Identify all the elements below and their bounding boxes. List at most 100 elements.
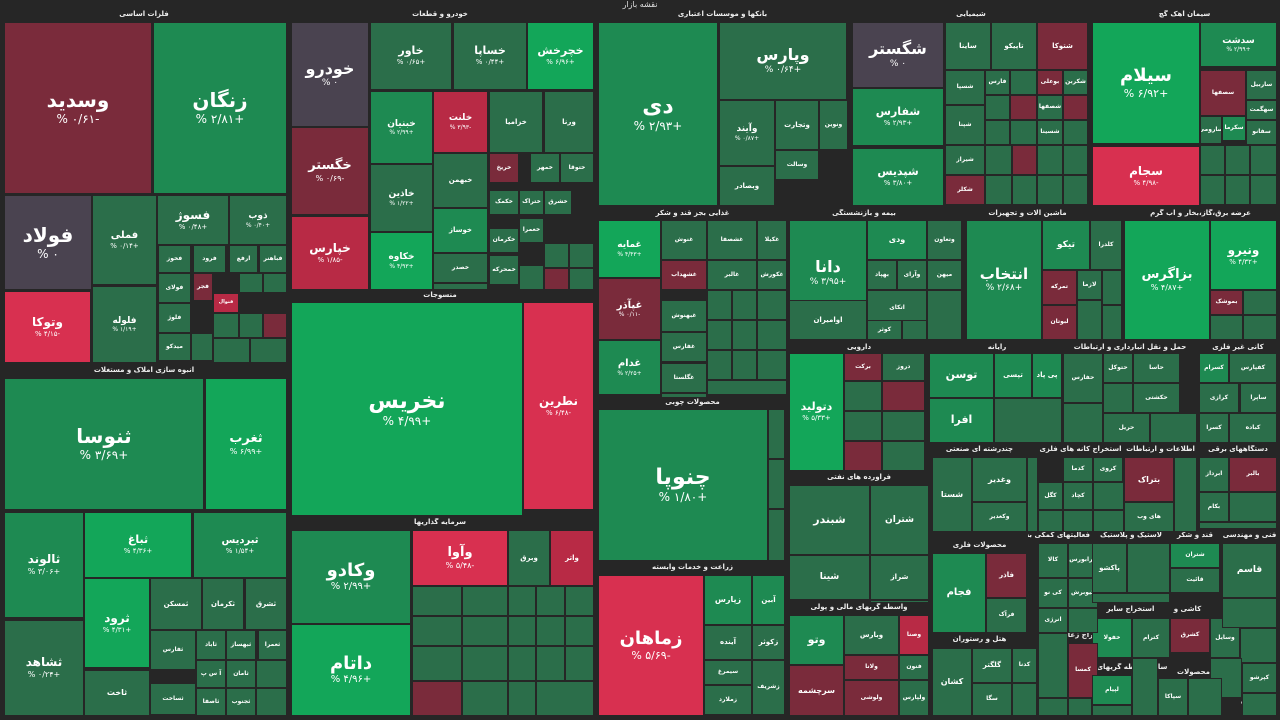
stock-tile[interactable]: کدما (1063, 457, 1093, 482)
stock-tile-small[interactable] (508, 586, 536, 616)
stock-tile[interactable]: واتر (550, 530, 594, 586)
stock-tile[interactable]: وبرق (508, 530, 550, 586)
stock-tile-small[interactable] (902, 320, 927, 340)
stock-tile-small[interactable] (707, 380, 787, 395)
stock-tile-small[interactable] (544, 243, 569, 268)
stock-tile[interactable]: ثاباد (196, 630, 226, 660)
stock-tile[interactable]: سپاکا (1158, 678, 1188, 716)
stock-tile[interactable]: وتعاون (927, 220, 962, 260)
stock-tile[interactable]: وتوکا -۴/۱۵ % (4, 291, 91, 363)
stock-tile[interactable]: غنوش (661, 220, 707, 260)
stock-tile-small[interactable] (569, 268, 594, 290)
stock-tile[interactable]: شتران (1170, 543, 1220, 568)
stock-tile[interactable]: غدام +۲/۲۵ % (598, 340, 661, 395)
stock-tile-small[interactable] (707, 320, 732, 350)
stock-tile-small[interactable] (508, 616, 536, 646)
stock-tile-small[interactable] (1242, 693, 1277, 716)
stock-tile[interactable]: خاور +۰/۶۵ % (370, 22, 452, 90)
stock-tile[interactable]: حاسا (1133, 353, 1180, 383)
stock-tile[interactable]: بالبر (1229, 457, 1277, 492)
stock-tile[interactable]: میدکو (158, 333, 191, 361)
stock-tile[interactable]: وآوا -۵/۴۸ % (412, 530, 508, 586)
stock-tile-small[interactable] (768, 459, 785, 509)
stock-tile-small[interactable] (239, 273, 263, 293)
stock-tile[interactable]: غبهنوش (661, 300, 707, 332)
stock-tile[interactable]: سگا (972, 683, 1012, 716)
stock-tile[interactable]: شپدیس +۳/۸۰ % (852, 148, 944, 206)
stock-tile-small[interactable] (844, 411, 882, 441)
stock-tile-small[interactable] (882, 441, 925, 471)
stock-tile[interactable]: کروی (1093, 457, 1123, 482)
stock-tile[interactable]: ساربیل (1246, 70, 1277, 100)
stock-tile-small[interactable] (882, 381, 925, 411)
stock-tile[interactable]: افرا (929, 398, 994, 443)
stock-tile[interactable]: شگستر ۰ % (852, 22, 944, 88)
stock-tile[interactable]: وکغدیر (972, 502, 1027, 532)
stock-tile[interactable]: شراز (870, 555, 929, 600)
stock-tile[interactable]: ودی (867, 220, 927, 260)
stock-tile[interactable]: تپسی (994, 353, 1032, 398)
stock-tile[interactable]: شینا (789, 555, 870, 600)
stock-tile[interactable]: کچاد (1063, 482, 1093, 510)
stock-tile-small[interactable] (994, 398, 1062, 443)
stock-tile-small[interactable] (1092, 705, 1132, 716)
stock-tile-small[interactable] (757, 290, 787, 320)
stock-tile[interactable]: ثکرمان (202, 578, 244, 630)
stock-tile[interactable]: کباده (1229, 413, 1277, 443)
stock-tile-small[interactable] (1063, 145, 1088, 175)
stock-tile[interactable]: غالبر (707, 260, 757, 290)
stock-tile-small[interactable] (1243, 290, 1277, 315)
stock-tile[interactable]: خودرو ۰ % (291, 22, 369, 127)
stock-tile-small[interactable] (213, 338, 250, 363)
stock-tile-small[interactable] (1199, 522, 1277, 529)
stock-tile[interactable]: کگل (1038, 482, 1063, 510)
stock-tile-small[interactable] (1038, 510, 1063, 532)
stock-tile[interactable]: غشصفا (707, 220, 757, 260)
stock-tile-small[interactable] (1038, 698, 1068, 716)
stock-tile[interactable]: خوساز (433, 208, 488, 253)
stock-tile[interactable]: فملی +۰/۱۴ % (92, 195, 157, 285)
stock-tile[interactable]: ارفع (229, 245, 258, 273)
stock-tile[interactable]: وآرای (897, 260, 927, 290)
stock-tile[interactable]: ثعمرا (258, 630, 287, 660)
stock-tile[interactable]: شیراز (945, 145, 985, 175)
stock-tile[interactable]: سهگمت (1246, 100, 1277, 120)
stock-tile[interactable]: غکورش (757, 260, 787, 290)
stock-tile[interactable]: کدنا (1012, 648, 1037, 683)
stock-tile[interactable]: شکربن (1063, 70, 1088, 95)
stock-tile[interactable]: سجام -۴/۹۸ % (1092, 146, 1200, 206)
stock-tile[interactable]: کشان (932, 648, 972, 716)
stock-tile-small[interactable] (1222, 598, 1277, 628)
stock-tile[interactable]: پی پاد (1032, 353, 1062, 398)
stock-tile[interactable]: شسینا (1037, 120, 1063, 145)
stock-tile-small[interactable] (1250, 145, 1277, 175)
stock-tile-small[interactable] (1102, 305, 1122, 340)
stock-tile-small[interactable] (757, 350, 787, 380)
stock-tile[interactable]: ثاخت (84, 670, 150, 716)
stock-tile[interactable]: خبنیان +۲/۹۹ % (370, 91, 433, 164)
stock-tile[interactable]: گلگتر (972, 648, 1012, 683)
stock-tile-small[interactable] (1132, 658, 1158, 716)
stock-tile[interactable]: فنون (899, 655, 929, 680)
stock-tile-small[interactable] (985, 175, 1012, 205)
stock-tile[interactable]: حتوکل (1103, 353, 1133, 383)
stock-tile[interactable]: وصنا (899, 615, 929, 655)
stock-tile[interactable]: شبندر (789, 485, 870, 555)
stock-tile[interactable]: شفارس +۲/۹۳ % (852, 88, 944, 146)
stock-tile-small[interactable] (732, 320, 757, 350)
stock-tile[interactable]: بزاگرس +۴/۸۷ % (1124, 220, 1210, 340)
stock-tile-small[interactable] (1077, 300, 1102, 340)
stock-tile[interactable]: شتوکا (1037, 22, 1088, 70)
stock-tile-small[interactable] (927, 290, 962, 340)
stock-tile[interactable]: میهن (927, 260, 962, 290)
stock-tile[interactable]: تمرکه (1042, 270, 1077, 305)
stock-tile-small[interactable] (433, 283, 488, 290)
stock-tile-small[interactable] (1012, 175, 1037, 205)
stock-tile[interactable]: فسوژ +۰/۴۸ % (157, 195, 229, 245)
stock-tile-small[interactable] (565, 646, 594, 681)
stock-tile[interactable]: شستا (932, 457, 972, 532)
stock-tile-small[interactable] (1127, 543, 1170, 593)
stock-tile[interactable]: وسدید -۰/۶۱ % (4, 22, 152, 194)
stock-tile-small[interactable] (412, 681, 462, 716)
stock-tile[interactable]: خفولا (1092, 618, 1132, 658)
